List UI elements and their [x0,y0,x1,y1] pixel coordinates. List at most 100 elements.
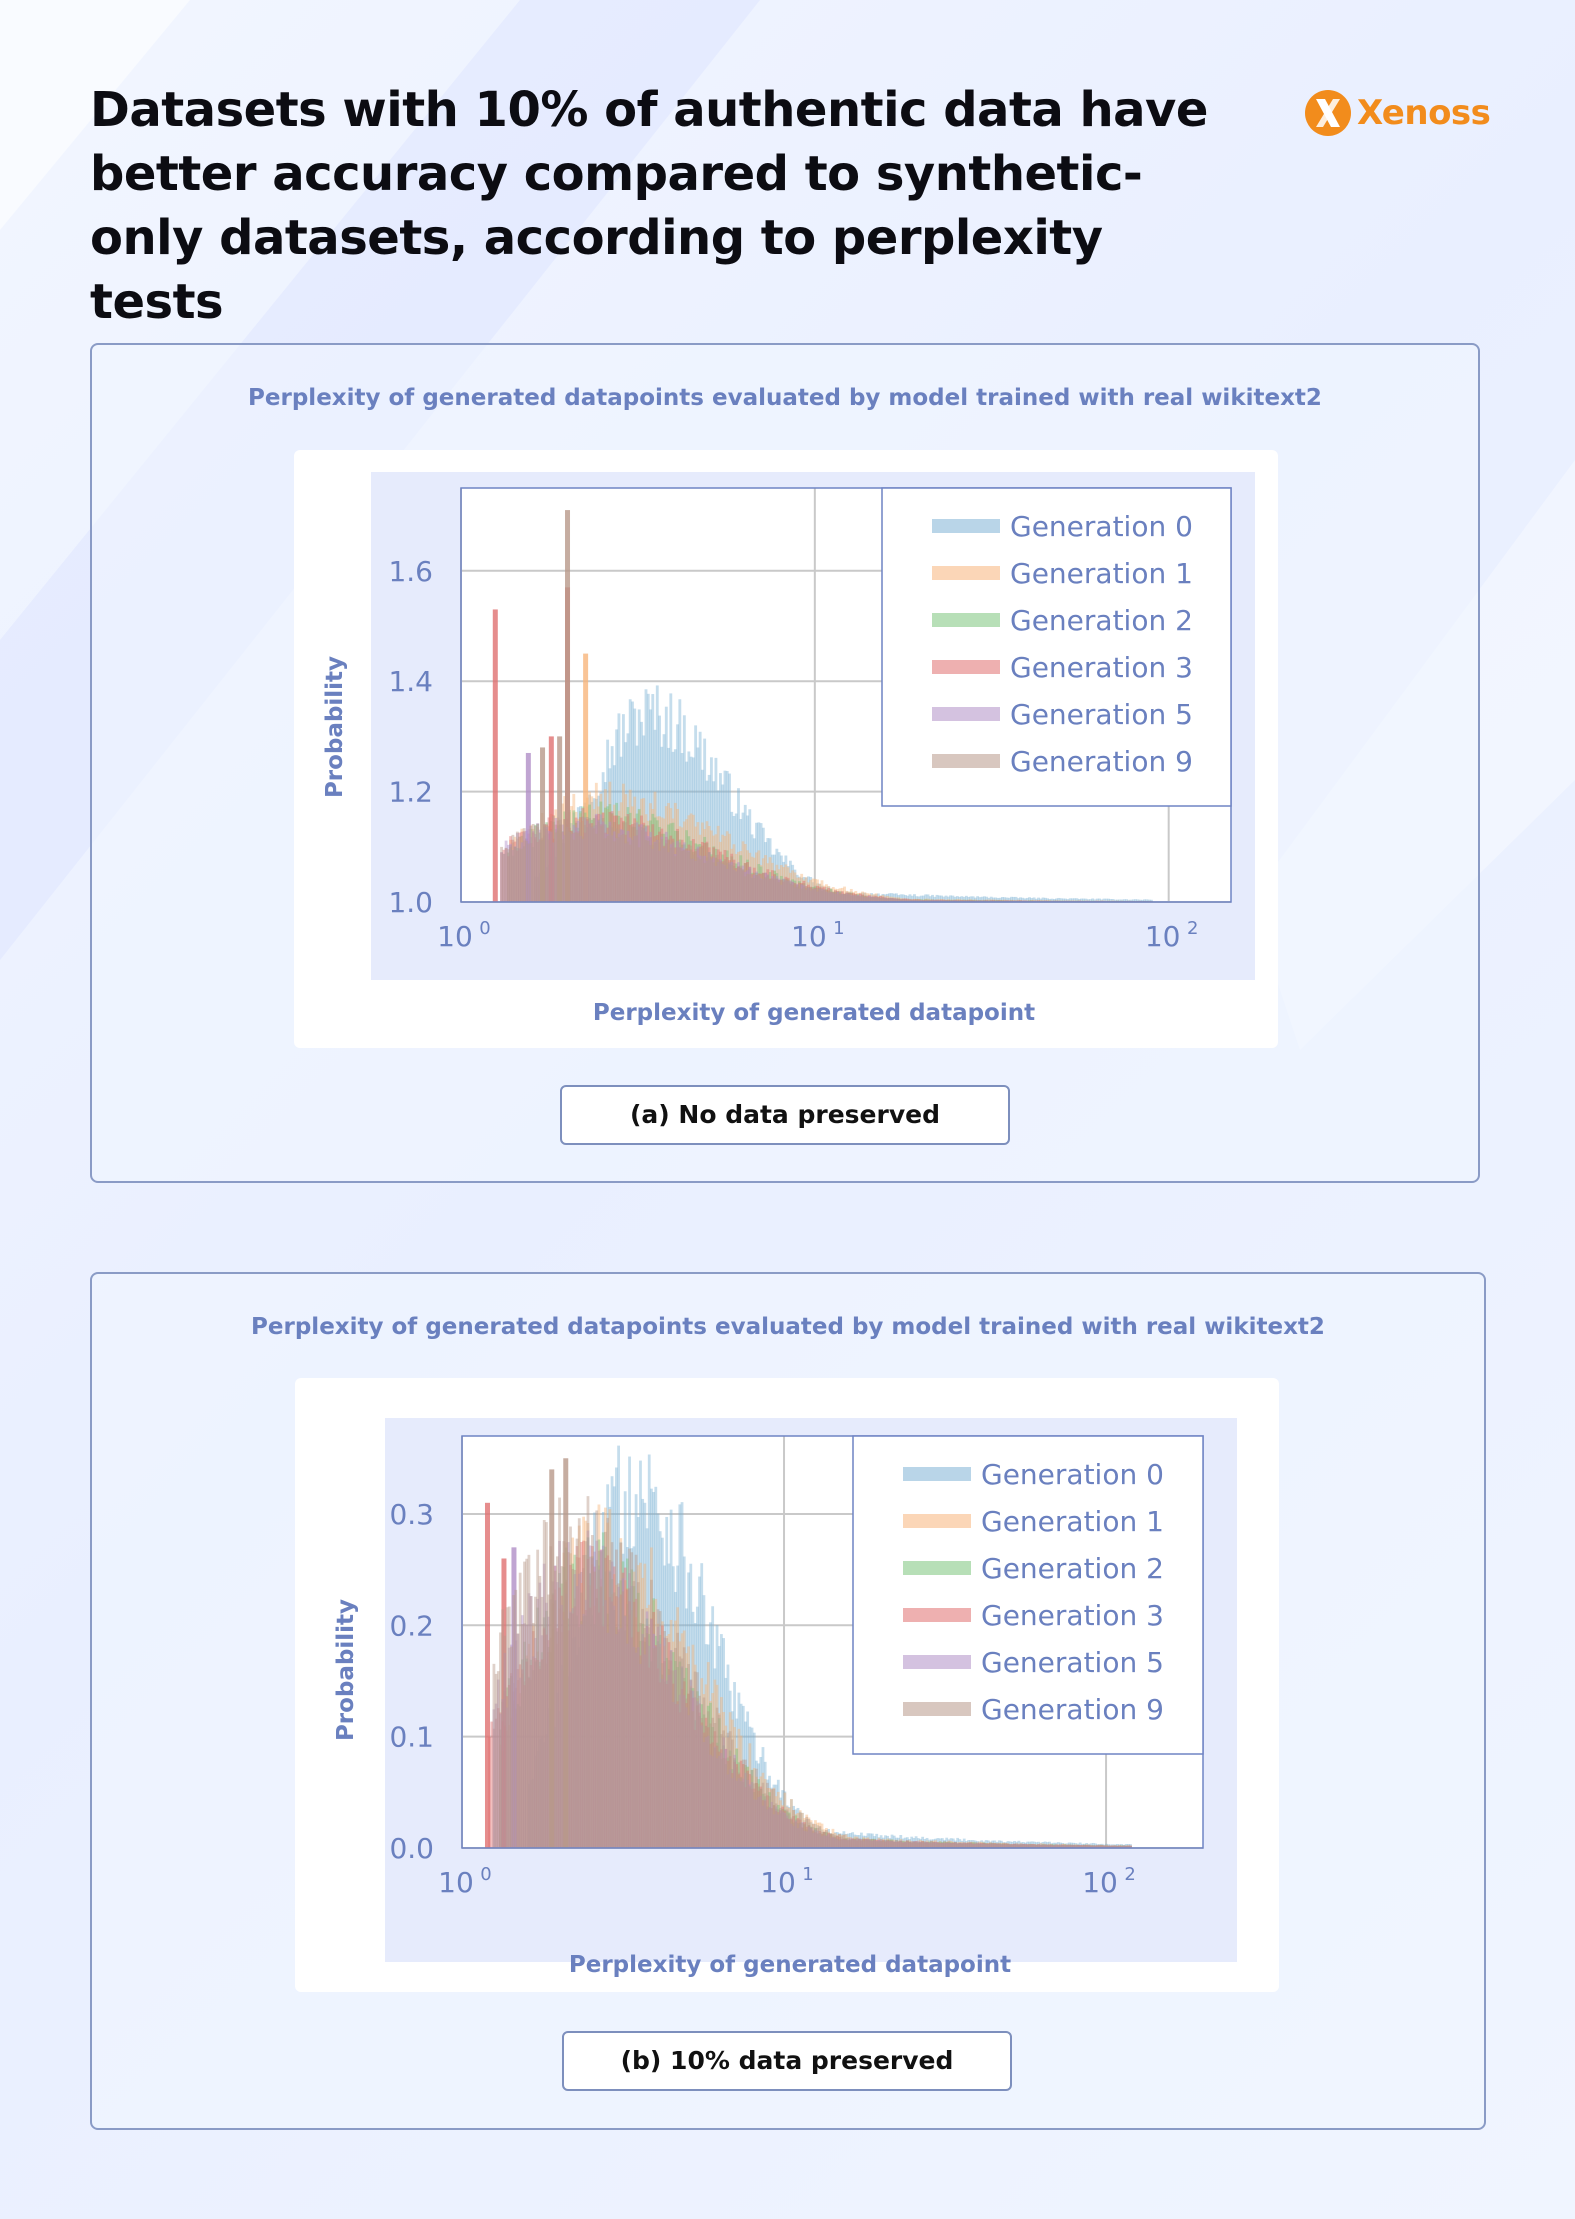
histogram-bar [895,1841,898,1848]
histogram-bar [726,1732,730,1848]
histogram-bar [728,1731,732,1848]
histogram-bar [1072,1844,1075,1848]
histogram-bar [949,1842,953,1848]
histogram-bar [912,1837,916,1848]
histogram-bar [676,1704,680,1848]
histogram-bar [916,1843,920,1848]
histogram-bar [827,888,831,902]
histogram-bar [781,1806,785,1848]
histogram-bar [831,891,835,902]
histogram-bar [581,806,585,902]
histogram-bar [505,1730,509,1848]
histogram-bar [1000,1843,1003,1848]
histogram-bar [534,1660,537,1848]
histogram-bar [586,1530,590,1848]
histogram-bar [759,878,763,902]
histogram-bar [984,1843,988,1848]
histogram-bar [800,883,804,902]
histogram-bar [612,1592,616,1848]
histogram-spike [492,609,498,902]
histogram-bar [730,865,734,902]
histogram-bar [873,1838,876,1848]
histogram-bar [531,846,535,902]
histogram-bar [652,1611,655,1848]
histogram-bar [628,812,632,902]
histogram-bar [1113,1845,1117,1848]
histogram-bar [651,808,655,902]
histogram-bar [1004,1842,1008,1848]
histogram-bar [770,1801,774,1848]
histogram-bar [658,1634,662,1848]
histogram-bar [1010,899,1013,902]
histogram-bar [743,876,747,902]
histogram-bar [765,1795,769,1848]
brand-logo[interactable]: Xenoss [1303,88,1491,138]
histogram-bar [962,1842,966,1848]
histogram-bar [829,1833,833,1848]
histogram-bar [835,1832,839,1848]
histogram-bar [1050,1843,1054,1848]
histogram-bar [833,1838,837,1848]
histogram-bar [967,1843,970,1848]
histogram-bar [852,895,855,902]
histogram-bar [892,897,896,902]
histogram-bar [720,1634,723,1848]
histogram-bar [1122,1845,1126,1848]
histogram-bar [617,824,621,902]
histogram-bar [917,900,921,902]
histogram-bar [698,1704,701,1848]
histogram-bar [515,831,519,902]
histogram-bar [642,735,646,902]
histogram-bar [1065,1843,1069,1848]
histogram-bar [1030,1844,1034,1848]
histogram-bar [1125,899,1128,902]
histogram-bar [1041,900,1045,902]
histogram-bar [1120,1845,1124,1848]
histogram-bar [908,1841,911,1848]
histogram-bar [1096,1845,1100,1848]
histogram-bar [1105,1844,1108,1848]
histogram-bar [580,1621,583,1848]
histogram-bar [597,1565,601,1848]
histogram-bar [689,845,693,902]
histogram-bar [875,1839,879,1848]
histogram-bar [726,1664,730,1848]
histogram-bar [739,868,743,902]
histogram-bar [947,1841,951,1848]
histogram-bar [856,894,860,902]
histogram-bar [761,1800,765,1848]
histogram-bar [965,1842,968,1848]
histogram-bar [1083,1845,1086,1848]
histogram-bar [951,900,955,902]
histogram-bar [525,1558,529,1848]
histogram-bar [573,1574,577,1848]
histogram-bar [822,1831,826,1848]
histogram-bar [621,1591,625,1848]
histogram-bar [646,840,650,902]
histogram-bar [575,1538,579,1848]
histogram-bar [513,836,517,902]
histogram-bar [534,1596,537,1848]
histogram-bar [840,894,844,902]
histogram-bar [924,899,928,902]
histogram-bar [721,854,725,902]
histogram-bar [593,1512,596,1848]
histogram-bar [721,834,725,902]
histogram-bar [1067,1842,1071,1848]
histogram-bar [1019,1842,1023,1848]
histogram-bar [653,836,657,902]
histogram-bar [597,795,601,902]
histogram-bar [933,899,937,902]
histogram-bar [1039,1842,1043,1848]
histogram-bar [624,794,628,902]
histogram-bar [1061,898,1065,902]
histogram-bar [926,900,930,902]
histogram-bar [774,1796,778,1848]
histogram-bar [580,1582,583,1848]
histogram-bar [636,1565,640,1848]
histogram-bar [1045,1844,1049,1848]
histogram-bar [748,874,752,902]
histogram-bar [597,1612,601,1848]
histogram-bar [919,899,923,902]
histogram-bar [766,875,770,902]
